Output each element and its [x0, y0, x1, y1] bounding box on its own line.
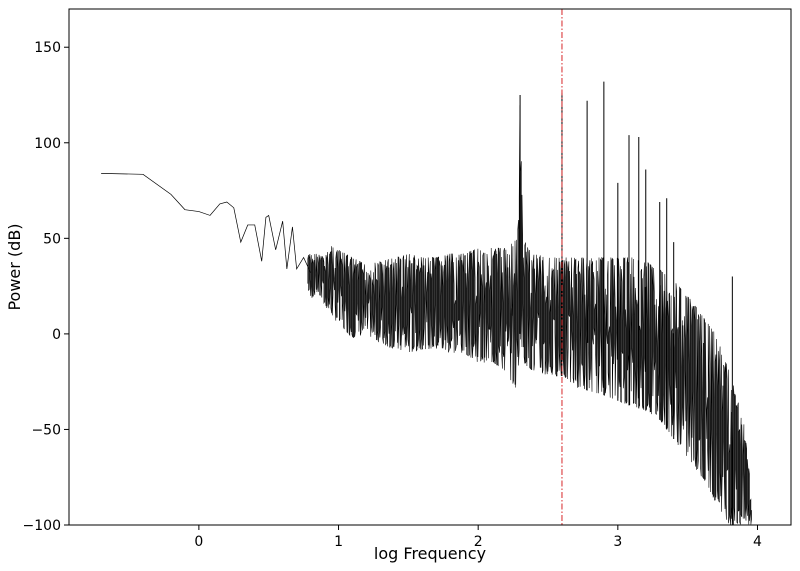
y-tick-label: −50 [31, 422, 61, 438]
spectrum-line [101, 173, 311, 273]
y-tick-label: −100 [23, 518, 61, 534]
plot-area [101, 9, 752, 525]
x-tick-label: 2 [474, 534, 483, 550]
y-tick-label: 100 [34, 136, 61, 152]
y-axis: −100 −50 0 50 100 150 [23, 40, 69, 534]
y-axis-label: Power (dB) [5, 223, 24, 310]
x-tick-label: 0 [194, 534, 203, 550]
x-tick-label: 1 [334, 534, 343, 550]
y-tick-label: 0 [52, 327, 61, 343]
x-tick-label: 3 [613, 534, 622, 550]
y-tick-label: 150 [34, 40, 61, 56]
x-axis-label: log Frequency [374, 544, 486, 563]
x-tick-label: 4 [753, 534, 762, 550]
axes-frame [68, 8, 792, 526]
x-axis: 0 1 2 3 4 [194, 525, 762, 550]
spectrum-noise-band [307, 105, 752, 525]
y-tick-label: 50 [43, 231, 61, 247]
